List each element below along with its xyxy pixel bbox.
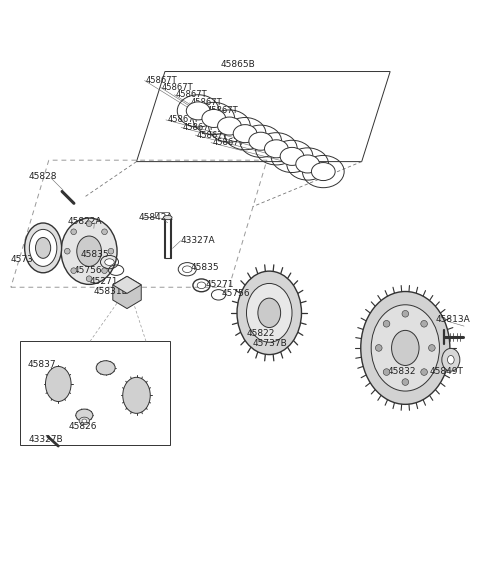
Ellipse shape	[237, 271, 301, 355]
Text: 45826: 45826	[69, 422, 97, 431]
Ellipse shape	[46, 367, 71, 402]
Ellipse shape	[247, 284, 292, 342]
Ellipse shape	[186, 102, 210, 120]
Text: 45867T: 45867T	[176, 90, 207, 99]
Ellipse shape	[29, 229, 57, 266]
Ellipse shape	[182, 266, 192, 272]
Text: 45867T: 45867T	[197, 131, 228, 140]
Ellipse shape	[258, 298, 281, 328]
Text: 45865B: 45865B	[221, 60, 256, 69]
Text: 45828: 45828	[29, 172, 58, 181]
Text: 45756: 45756	[222, 289, 251, 298]
Ellipse shape	[371, 305, 440, 391]
Circle shape	[383, 369, 390, 375]
Text: 45867T: 45867T	[212, 138, 244, 147]
Ellipse shape	[312, 163, 335, 181]
Text: 43327B: 43327B	[29, 436, 63, 445]
Circle shape	[86, 276, 92, 281]
Ellipse shape	[77, 236, 101, 266]
Circle shape	[402, 379, 408, 385]
Text: 45831D: 45831D	[94, 288, 129, 297]
Ellipse shape	[249, 132, 273, 150]
Ellipse shape	[76, 409, 93, 421]
Circle shape	[421, 320, 427, 327]
Ellipse shape	[36, 237, 51, 258]
Ellipse shape	[197, 282, 206, 289]
Text: 45837: 45837	[27, 359, 56, 368]
Ellipse shape	[123, 377, 150, 414]
Text: 45756: 45756	[73, 266, 102, 275]
Ellipse shape	[96, 360, 115, 375]
Circle shape	[64, 249, 70, 254]
Text: 45813A: 45813A	[435, 315, 470, 324]
Text: 45835: 45835	[191, 263, 220, 272]
Ellipse shape	[82, 419, 87, 423]
Ellipse shape	[217, 117, 241, 135]
Circle shape	[71, 229, 76, 234]
Text: 45835: 45835	[81, 250, 109, 259]
Ellipse shape	[447, 355, 454, 364]
Text: 45867T: 45867T	[146, 76, 178, 85]
Circle shape	[429, 345, 435, 351]
Ellipse shape	[202, 110, 226, 128]
Circle shape	[102, 229, 108, 234]
Circle shape	[108, 249, 114, 254]
Text: 45832: 45832	[388, 367, 416, 376]
Ellipse shape	[442, 349, 460, 371]
Text: 45271: 45271	[205, 280, 234, 289]
Polygon shape	[113, 276, 141, 293]
Polygon shape	[113, 276, 141, 308]
Ellipse shape	[105, 259, 114, 266]
Circle shape	[86, 221, 92, 227]
Text: 43327A: 43327A	[180, 236, 215, 245]
Ellipse shape	[392, 331, 419, 366]
Ellipse shape	[61, 218, 117, 284]
Circle shape	[383, 320, 390, 327]
Text: 45867T: 45867T	[206, 106, 238, 115]
Text: 45842A: 45842A	[139, 212, 173, 221]
Text: 45849T: 45849T	[429, 367, 463, 376]
Ellipse shape	[264, 140, 288, 158]
Circle shape	[102, 268, 108, 273]
Bar	[20, 341, 170, 445]
Text: 45867T: 45867T	[168, 115, 199, 124]
Ellipse shape	[361, 292, 450, 405]
Text: 45737B: 45737B	[252, 338, 288, 347]
Text: 45822A: 45822A	[67, 218, 102, 227]
Ellipse shape	[164, 215, 172, 220]
Text: 45737B: 45737B	[11, 255, 46, 264]
Ellipse shape	[280, 147, 304, 166]
Circle shape	[71, 268, 76, 273]
Ellipse shape	[79, 417, 90, 425]
Circle shape	[421, 369, 427, 375]
Ellipse shape	[296, 155, 320, 173]
Text: 45271: 45271	[90, 277, 118, 286]
Text: 45867T: 45867T	[162, 82, 193, 92]
Ellipse shape	[233, 125, 257, 142]
Circle shape	[375, 345, 382, 351]
Text: 45867T: 45867T	[191, 98, 223, 107]
Ellipse shape	[24, 223, 61, 273]
Circle shape	[402, 311, 408, 317]
Text: 45867T: 45867T	[182, 123, 214, 132]
Text: 45822: 45822	[247, 329, 276, 338]
